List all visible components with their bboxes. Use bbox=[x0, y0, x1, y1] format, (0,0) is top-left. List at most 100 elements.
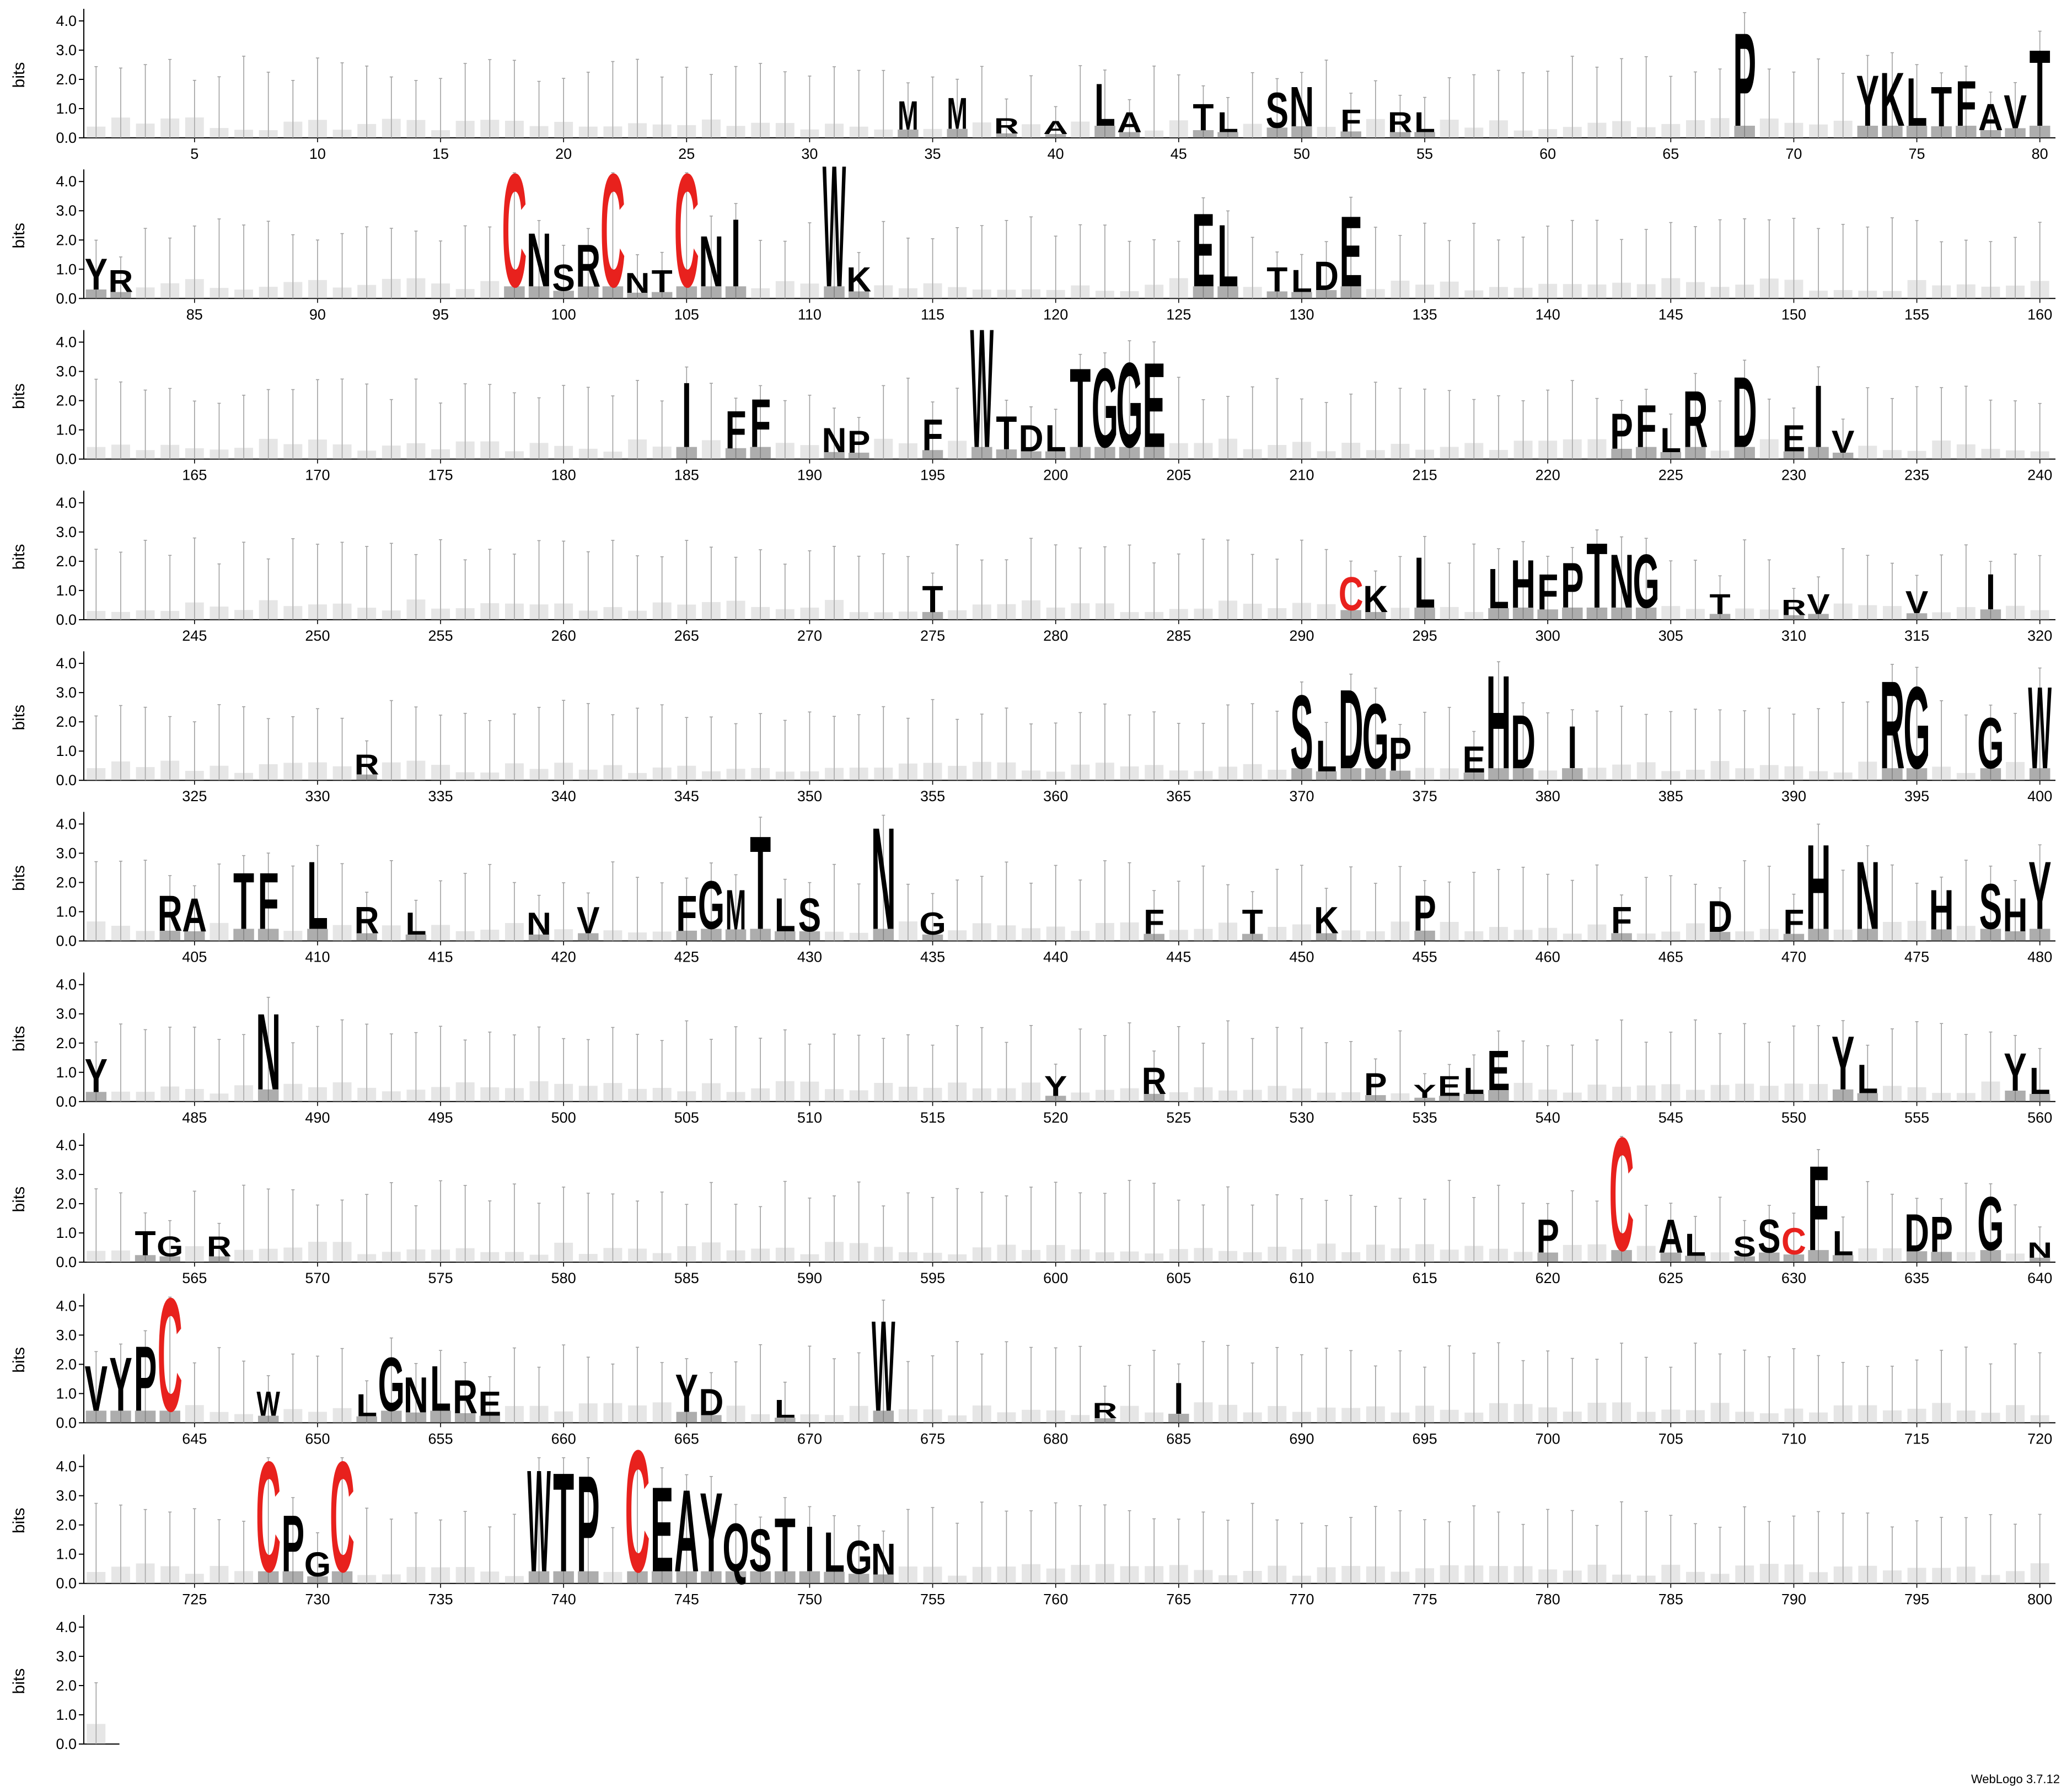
residual-stack bbox=[972, 122, 991, 138]
residual-stack bbox=[677, 604, 696, 620]
residual-stack bbox=[751, 1414, 770, 1423]
minor-residues bbox=[1365, 768, 1386, 781]
minor-residues bbox=[1906, 1251, 1928, 1263]
x-tick-label: 610 bbox=[1289, 1270, 1314, 1286]
residual-stack bbox=[652, 1253, 672, 1263]
residual-stack bbox=[1563, 284, 1582, 299]
minor-residues bbox=[1365, 611, 1386, 620]
residual-stack bbox=[210, 607, 229, 620]
x-tick-label: 270 bbox=[797, 627, 822, 644]
residual-stack bbox=[1759, 1564, 1779, 1584]
residual-stack bbox=[1243, 1090, 1262, 1102]
minor-residues bbox=[1094, 1418, 1115, 1423]
residual-stack bbox=[234, 1085, 254, 1102]
residual-stack bbox=[751, 1248, 770, 1263]
residual-stack bbox=[185, 602, 204, 620]
residual-stack bbox=[160, 1566, 180, 1584]
x-tick-label: 520 bbox=[1043, 1109, 1068, 1126]
residue-letter: L bbox=[405, 906, 426, 941]
x-tick-label: 785 bbox=[1658, 1591, 1683, 1608]
residual-stack bbox=[751, 607, 770, 620]
residue-letter: P bbox=[134, 1327, 157, 1430]
x-tick-label: 700 bbox=[1536, 1430, 1560, 1447]
residue-letter: F bbox=[1783, 903, 1804, 941]
minor-residues bbox=[257, 1415, 279, 1423]
residual-stack bbox=[800, 283, 819, 299]
residual-stack bbox=[1169, 930, 1188, 941]
x-tick-label: 545 bbox=[1658, 1109, 1683, 1126]
minor-residues bbox=[1070, 447, 1091, 459]
x-tick-label: 455 bbox=[1413, 949, 1437, 965]
residue-letter: T bbox=[135, 1224, 156, 1263]
residual-stack bbox=[751, 1088, 770, 1102]
residue-letter: G bbox=[1977, 1181, 2004, 1267]
minor-residues bbox=[750, 929, 771, 941]
residue-letter: I bbox=[1986, 564, 1995, 620]
residual-stack bbox=[1759, 765, 1779, 781]
minor-residues bbox=[1168, 1414, 1189, 1423]
residual-stack bbox=[1415, 768, 1435, 781]
x-tick-label: 255 bbox=[428, 627, 453, 644]
residual-stack bbox=[1563, 1244, 1582, 1263]
minor-residues bbox=[2029, 1093, 2050, 1102]
residue-letter: P bbox=[1389, 728, 1412, 781]
residual-stack bbox=[455, 441, 475, 459]
minor-residues bbox=[848, 291, 869, 299]
residual-stack bbox=[775, 771, 795, 781]
residue-letter: S bbox=[1290, 674, 1313, 791]
residual-stack bbox=[898, 288, 917, 299]
residual-stack bbox=[1391, 1571, 1410, 1584]
residue-letter: V bbox=[85, 1352, 108, 1424]
minor-residues bbox=[1562, 607, 1583, 620]
residual-stack bbox=[1046, 1244, 1065, 1263]
residue-letter: T bbox=[1931, 76, 1952, 139]
x-tick-label: 170 bbox=[305, 467, 330, 484]
residual-stack bbox=[1759, 929, 1779, 941]
residual-stack bbox=[234, 1249, 254, 1263]
residue-letter: D bbox=[1708, 893, 1732, 942]
minor-residues bbox=[922, 611, 943, 620]
residual-stack bbox=[652, 1087, 672, 1102]
residual-stack bbox=[382, 762, 401, 781]
residue-letter: D bbox=[699, 1381, 723, 1424]
residual-stack bbox=[948, 610, 967, 620]
y-tick-label: 3.0 bbox=[56, 42, 77, 58]
minor-residues bbox=[996, 449, 1017, 459]
minor-residues bbox=[651, 292, 673, 299]
residual-stack bbox=[1120, 1088, 1139, 1102]
residual-stack bbox=[136, 1092, 155, 1102]
residual-stack bbox=[259, 130, 278, 138]
x-tick-label: 445 bbox=[1166, 949, 1191, 965]
residual-stack bbox=[1120, 1566, 1139, 1584]
residue-letter: P bbox=[1536, 1210, 1559, 1263]
x-tick-label: 510 bbox=[797, 1109, 822, 1126]
residue-letter: S bbox=[1979, 870, 2003, 942]
residual-stack bbox=[1464, 1246, 1484, 1263]
residual-stack bbox=[455, 289, 475, 299]
minor-residues bbox=[504, 286, 525, 299]
residual-stack bbox=[283, 606, 303, 620]
residual-stack bbox=[628, 439, 647, 459]
x-tick-label: 435 bbox=[920, 949, 945, 965]
x-tick-label: 490 bbox=[305, 1109, 330, 1126]
residue-letter: P bbox=[847, 424, 871, 459]
x-tick-label: 30 bbox=[801, 146, 818, 162]
y-tick-label: 3.0 bbox=[56, 1327, 77, 1343]
residual-stack bbox=[308, 439, 327, 459]
minor-residues bbox=[282, 1571, 304, 1584]
x-tick-label: 120 bbox=[1043, 306, 1068, 323]
residual-stack bbox=[136, 287, 155, 299]
minor-residues bbox=[701, 1571, 722, 1584]
x-tick-label: 720 bbox=[2027, 1430, 2052, 1447]
minor-residues bbox=[405, 1412, 427, 1423]
residue-letter: N bbox=[699, 221, 723, 302]
residual-stack bbox=[1464, 1565, 1484, 1584]
residual-stack bbox=[874, 1082, 893, 1102]
y-tick-label: 4.0 bbox=[56, 173, 77, 190]
minor-residues bbox=[553, 1571, 574, 1584]
residue-letter: R bbox=[576, 232, 600, 299]
residual-stack bbox=[2006, 450, 2025, 459]
residue-letter: V bbox=[2004, 85, 2027, 138]
residual-stack bbox=[1194, 1087, 1213, 1102]
y-tick-label: 1.0 bbox=[56, 261, 77, 277]
